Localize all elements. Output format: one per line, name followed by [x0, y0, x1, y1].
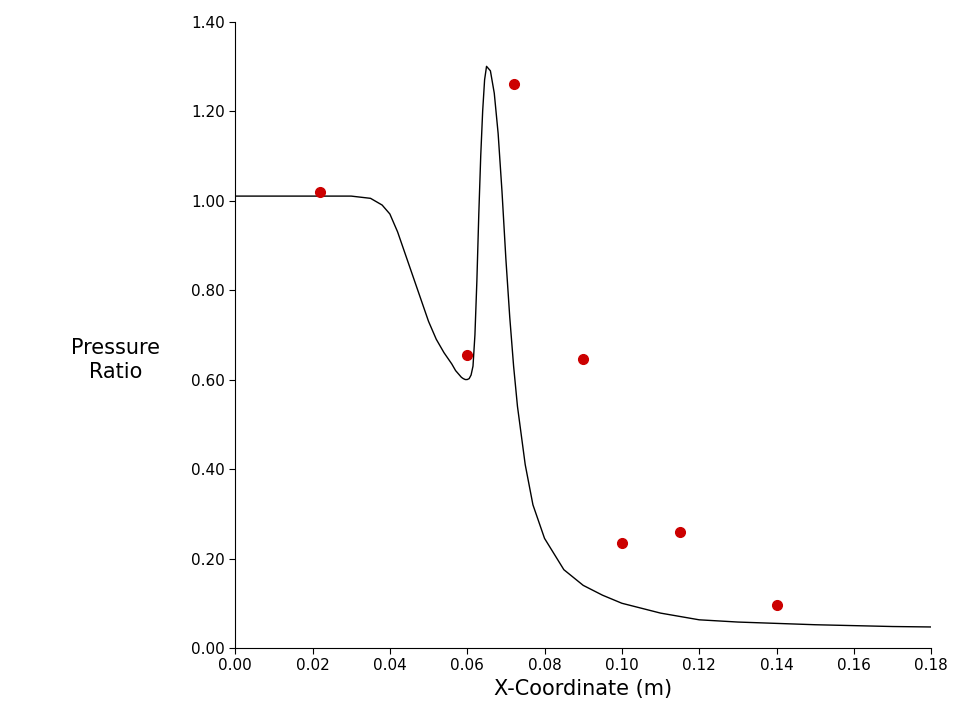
- Fluent: [481, 62, 492, 71]
- Fluent: [430, 335, 442, 343]
- Experiment: [506, 78, 521, 90]
- Fluent: [464, 374, 475, 383]
- Fluent: [268, 192, 279, 200]
- Fluent: [229, 192, 241, 200]
- Experiment: [769, 600, 784, 611]
- Experiment: [614, 537, 630, 549]
- X-axis label: X-Coordinate (m): X-Coordinate (m): [494, 679, 672, 699]
- Experiment: [672, 526, 687, 537]
- Fluent: [287, 192, 299, 200]
- Line: Fluent: Fluent: [235, 66, 931, 627]
- Fluent: [508, 361, 519, 370]
- Experiment: [313, 186, 328, 197]
- Fluent: [504, 312, 516, 321]
- Experiment: [576, 354, 591, 365]
- Text: Pressure
Ratio: Pressure Ratio: [71, 338, 159, 382]
- Experiment: [460, 349, 475, 361]
- Fluent: [925, 623, 937, 631]
